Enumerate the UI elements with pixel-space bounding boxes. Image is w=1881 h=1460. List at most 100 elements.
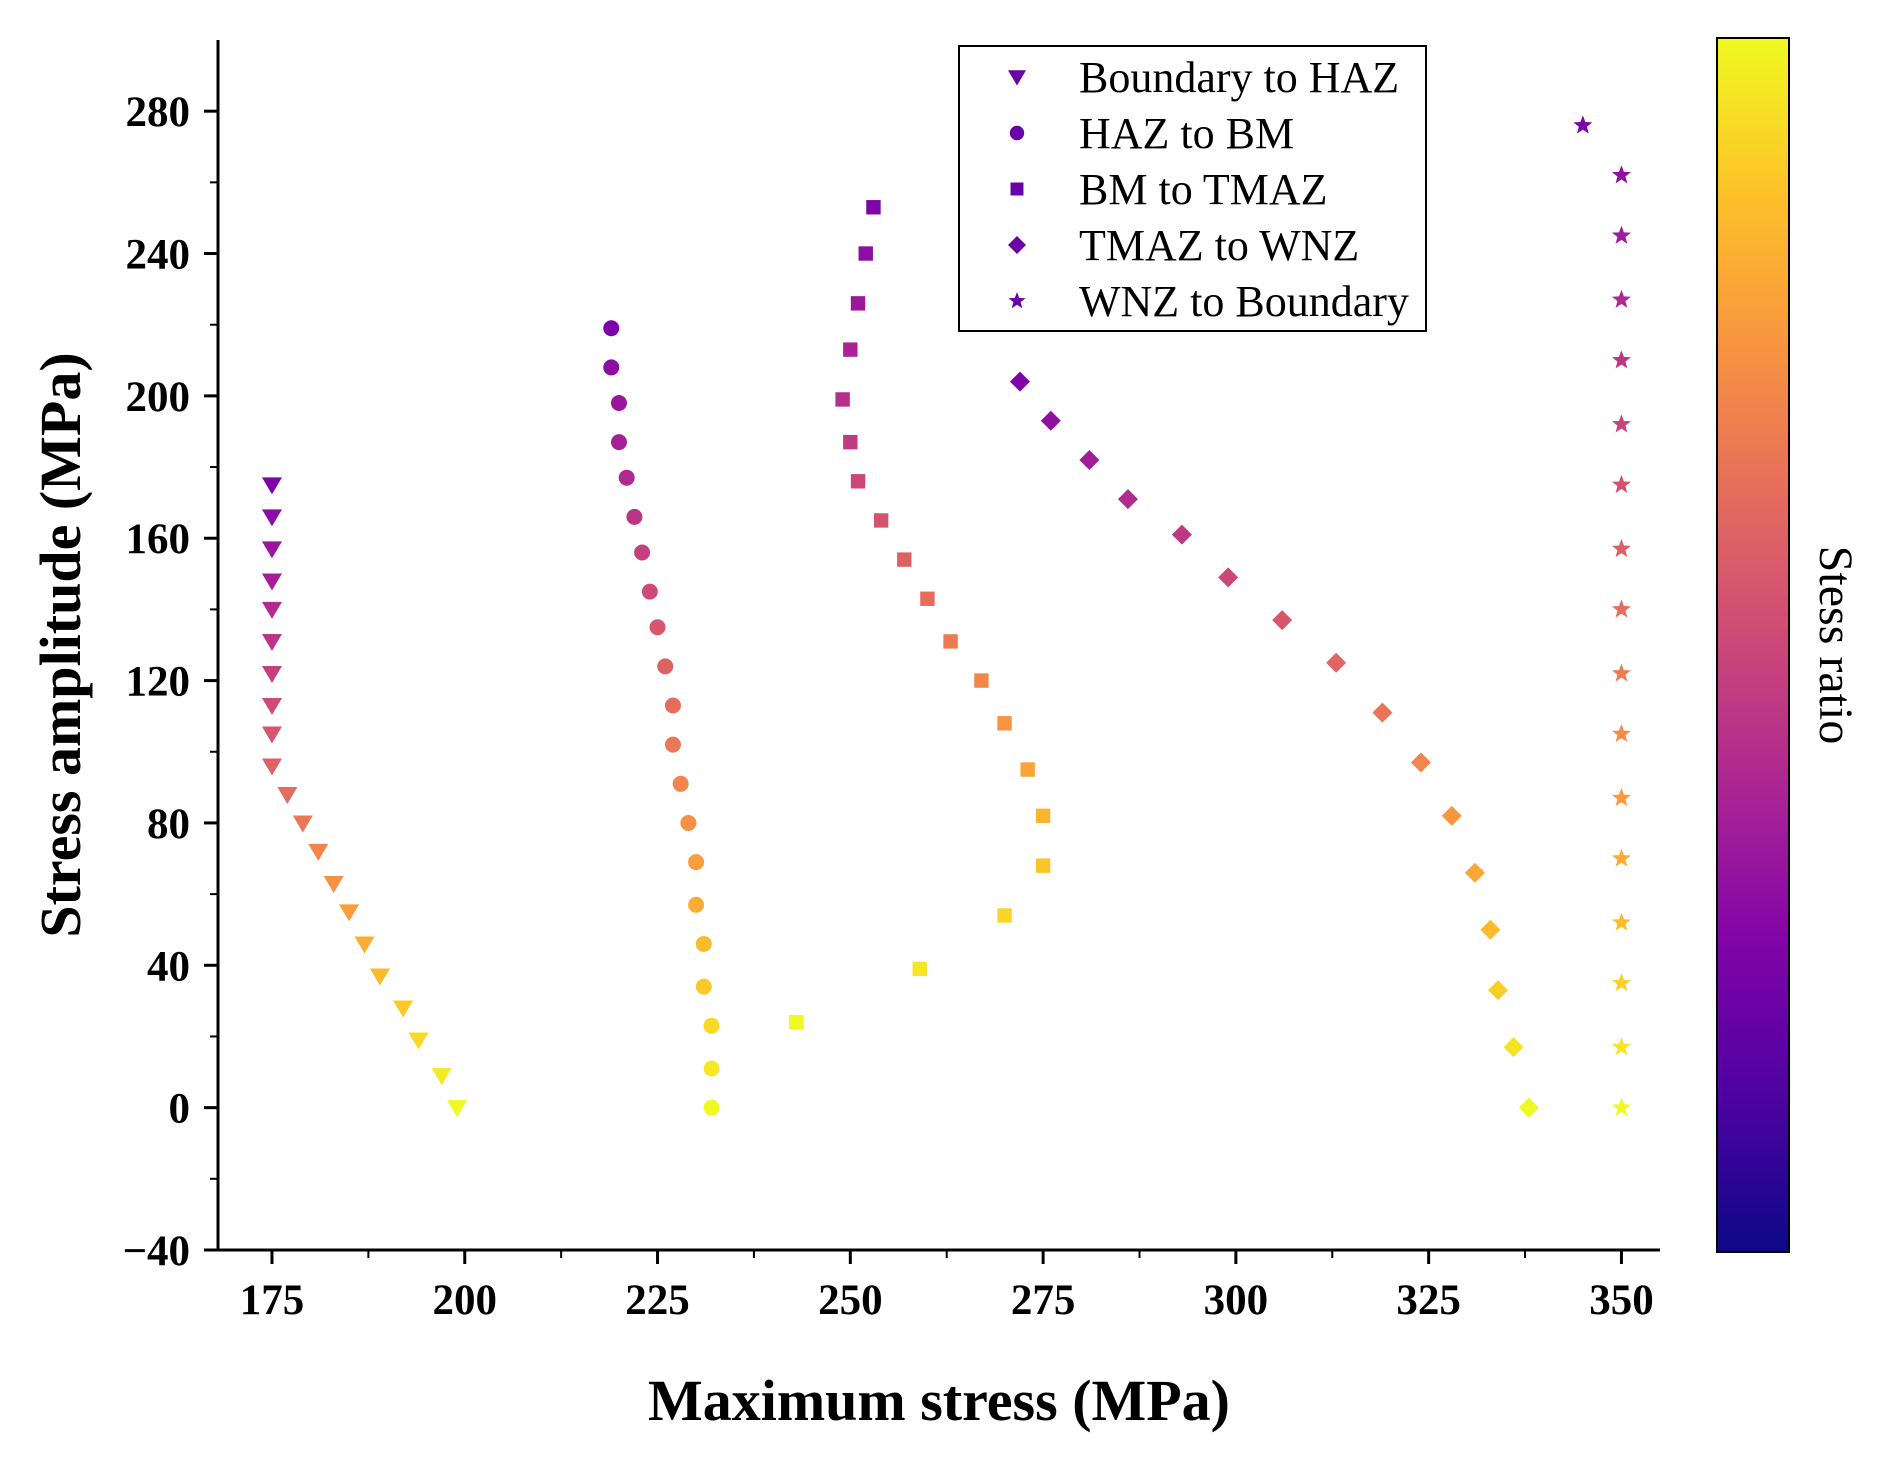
data-point (1117, 489, 1138, 510)
data-point (997, 716, 1012, 731)
data-point (789, 1015, 804, 1030)
x-tick-label: 275 (1011, 1277, 1076, 1324)
data-point (1079, 449, 1100, 470)
data-point (1611, 788, 1631, 807)
data-point (1035, 858, 1051, 873)
data-point (261, 698, 282, 715)
data-point (1611, 225, 1631, 244)
data-point (1272, 610, 1293, 631)
data-point (626, 508, 643, 525)
data-point (866, 200, 881, 215)
y-tick-label: 80 (147, 801, 190, 848)
data-point (1611, 723, 1631, 743)
data-point (1611, 848, 1631, 867)
data-point (603, 359, 620, 376)
series-tmaz-to-wnz (1009, 371, 1539, 1118)
data-point (261, 601, 282, 619)
series-boundary-to-haz (261, 477, 468, 1118)
y-tick-label: 40 (147, 943, 190, 990)
legend-box (958, 45, 1427, 332)
data-point (1009, 371, 1030, 392)
data-point (850, 296, 866, 311)
x-tick-label: 325 (1396, 1277, 1461, 1324)
legend-marker (1008, 70, 1026, 86)
series-haz-to-bm (603, 320, 720, 1116)
data-point (1611, 599, 1631, 618)
y-tick-label: 280 (126, 89, 191, 136)
data-point (261, 665, 282, 683)
data-point (261, 541, 282, 559)
data-point (657, 658, 674, 675)
legend-label: HAZ to BM (1079, 109, 1294, 158)
data-point (393, 1000, 414, 1018)
data-point (835, 392, 850, 407)
y-tick-label: −40 (122, 1228, 190, 1275)
series-bm-to-tmaz (789, 200, 1051, 1030)
x-tick-label: 175 (240, 1277, 305, 1324)
legend-marker (1009, 125, 1025, 141)
data-point (1611, 414, 1631, 433)
data-point (1611, 538, 1631, 558)
data-point (1611, 350, 1631, 369)
x-axis-title: Maximum stress (MPa) (648, 1368, 1230, 1433)
data-point (703, 1099, 720, 1116)
data-point (1464, 862, 1485, 883)
data-point (1611, 1097, 1631, 1116)
plot-area: 175 200 225 250 275 300 325 350 −40 0 40 80 120 160 2… (122, 40, 1660, 1324)
x-tick-label: 350 (1589, 1277, 1654, 1324)
y-axis-ticks: −40 0 40 80 120 160 200 240 280 (122, 89, 218, 1275)
legend-marker (1008, 236, 1026, 254)
data-point (649, 619, 666, 636)
legend-label: WNZ to Boundary (1079, 277, 1409, 326)
data-point (292, 815, 313, 833)
data-point (1503, 1037, 1524, 1058)
data-point (641, 583, 658, 600)
data-point (261, 758, 282, 776)
data-point (664, 736, 681, 753)
data-point (1372, 702, 1393, 723)
legend-label: Boundary to HAZ (1079, 53, 1399, 102)
data-point (1573, 115, 1593, 134)
legend-label: TMAZ to WNZ (1079, 221, 1359, 270)
data-point (261, 477, 282, 495)
x-tick-label: 300 (1204, 1277, 1269, 1324)
data-point (1171, 524, 1192, 545)
data-point (308, 843, 329, 861)
data-point (672, 775, 689, 792)
colorbar: Stess ratio (1716, 37, 1862, 1253)
data-point (912, 961, 927, 977)
data-point (873, 513, 889, 528)
legend: Boundary to HAZ HAZ to BM BM to TMAZ TMAZ t… (958, 45, 1427, 332)
data-point (1040, 410, 1061, 431)
legend-label: BM to TMAZ (1079, 165, 1328, 214)
data-point (858, 246, 873, 261)
y-axis-title: Stress amplitude (MPa) (28, 352, 93, 937)
data-point (1410, 752, 1431, 773)
data-point (703, 1017, 720, 1034)
data-point (943, 634, 958, 649)
x-tick-label: 200 (433, 1277, 498, 1324)
data-point (354, 936, 375, 954)
y-tick-label: 160 (126, 516, 191, 563)
data-point (261, 509, 282, 527)
data-point (920, 591, 935, 606)
colorbar-title: Stess ratio (1809, 546, 1862, 745)
data-point (1611, 663, 1631, 682)
data-point (408, 1032, 429, 1050)
data-point (974, 673, 989, 688)
y-tick-label: 0 (169, 1086, 191, 1133)
data-point (277, 786, 298, 804)
data-point (703, 1060, 720, 1077)
data-point (339, 904, 360, 922)
data-point (695, 978, 712, 995)
data-point (447, 1100, 468, 1118)
legend-marker (1008, 292, 1026, 309)
data-point (634, 544, 651, 561)
data-point (369, 968, 390, 986)
data-point (323, 875, 344, 893)
colorbar-gradient (1716, 37, 1790, 1253)
data-point (897, 552, 912, 567)
data-point (1611, 289, 1631, 308)
data-point (680, 814, 697, 831)
